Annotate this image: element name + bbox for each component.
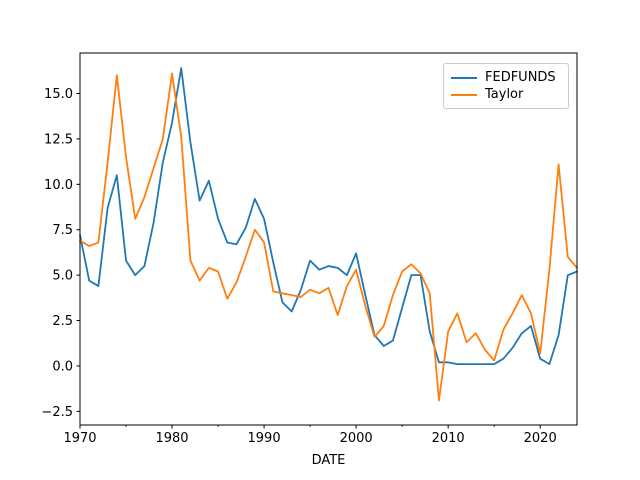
- legend-label-fedfunds: FEDFUNDS: [485, 70, 556, 85]
- x-tick-label: 1970: [63, 431, 96, 446]
- y-tick-label: 5.0: [52, 269, 73, 284]
- y-tick-label: 0.0: [52, 359, 73, 374]
- axes-spines: [79, 52, 578, 426]
- legend-line-sample-taylor: [451, 93, 477, 96]
- y-tick-label: 15.0: [44, 87, 73, 102]
- x-tick-label: 1990: [248, 431, 281, 446]
- series-line-fedfunds: [79, 67, 578, 366]
- legend-label-taylor: Taylor: [485, 87, 524, 102]
- legend[interactable]: FEDFUNDS Taylor: [443, 63, 569, 109]
- x-axis-label: DATE: [311, 453, 346, 468]
- x-tick-label: 2010: [432, 431, 465, 446]
- x-tick-label: 1980: [155, 431, 188, 446]
- y-tick-label: −2.5: [41, 405, 73, 420]
- x-tick-label: 2020: [524, 431, 557, 446]
- legend-entry-taylor[interactable]: Taylor: [451, 86, 560, 103]
- y-tick-label: 7.5: [52, 223, 73, 238]
- y-tick-label: 10.0: [44, 178, 73, 193]
- series-line-taylor: [79, 72, 578, 402]
- y-tick-label: 12.5: [44, 132, 73, 147]
- x-tick-label: 2000: [340, 431, 373, 446]
- y-tick-label: 2.5: [52, 314, 73, 329]
- legend-entry-fedfunds[interactable]: FEDFUNDS: [451, 69, 560, 86]
- legend-line-sample-fedfunds: [451, 76, 477, 79]
